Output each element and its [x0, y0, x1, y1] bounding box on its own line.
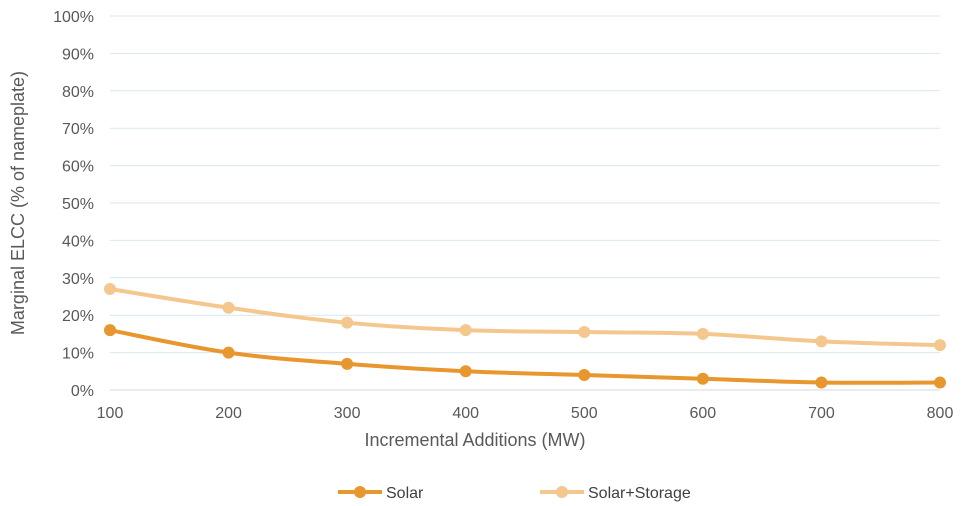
y-tick-labels: 0% 10% 20% 30% 40% 50% 60% 70% 80% 90% 100% — [53, 9, 94, 400]
y-tick-label: 100% — [53, 9, 94, 26]
data-point — [815, 376, 828, 389]
series-solar — [104, 324, 946, 389]
series-lines — [104, 283, 946, 389]
y-tick-label: 40% — [62, 233, 94, 250]
legend: Solar Solar+Storage — [338, 485, 691, 502]
data-point — [341, 316, 354, 329]
data-point — [934, 376, 946, 389]
legend-item: Solar — [338, 485, 424, 502]
x-tick-label: 400 — [452, 405, 479, 422]
data-point — [696, 372, 709, 385]
series-line — [108, 328, 942, 385]
y-tick-label: 20% — [62, 308, 94, 325]
y-tick-label: 50% — [62, 196, 94, 213]
data-point — [459, 365, 472, 378]
x-tick-label: 100 — [97, 405, 124, 422]
data-point — [341, 357, 354, 370]
data-point — [222, 346, 235, 359]
x-axis-title: Incremental Additions (MW) — [364, 430, 585, 450]
data-point — [222, 301, 235, 314]
data-point — [578, 369, 591, 382]
y-tick-label: 70% — [62, 121, 94, 138]
x-tick-label: 500 — [571, 405, 598, 422]
y-tick-label: 60% — [62, 159, 94, 176]
y-tick-label: 90% — [62, 46, 94, 63]
y-tick-label: 80% — [62, 84, 94, 101]
y-tick-label: 10% — [62, 346, 94, 363]
data-point — [815, 335, 828, 348]
data-point — [934, 339, 946, 352]
series-line — [108, 287, 942, 348]
x-tick-label: 800 — [927, 405, 954, 422]
y-tick-label: 30% — [62, 271, 94, 288]
data-point — [104, 324, 116, 337]
gridlines — [110, 15, 940, 391]
series-solar-storage — [104, 283, 946, 352]
legend-swatch-marker — [354, 486, 366, 498]
x-tick-label: 600 — [690, 405, 717, 422]
legend-label: Solar — [386, 485, 424, 502]
x-tick-label: 200 — [215, 405, 242, 422]
x-tick-labels: 100 200 300 400 500 600 700 800 — [97, 405, 954, 422]
legend-item: Solar+Storage — [540, 485, 691, 502]
data-point — [459, 324, 472, 337]
data-point — [578, 326, 591, 339]
y-tick-label: 0% — [71, 383, 94, 400]
y-axis-title: Marginal ELCC (% of nameplate) — [8, 71, 28, 335]
data-point — [696, 327, 709, 340]
legend-swatch-marker — [556, 486, 568, 498]
x-tick-label: 700 — [808, 405, 835, 422]
legend-label: Solar+Storage — [588, 485, 691, 502]
x-tick-label: 300 — [334, 405, 361, 422]
data-point — [104, 283, 116, 296]
